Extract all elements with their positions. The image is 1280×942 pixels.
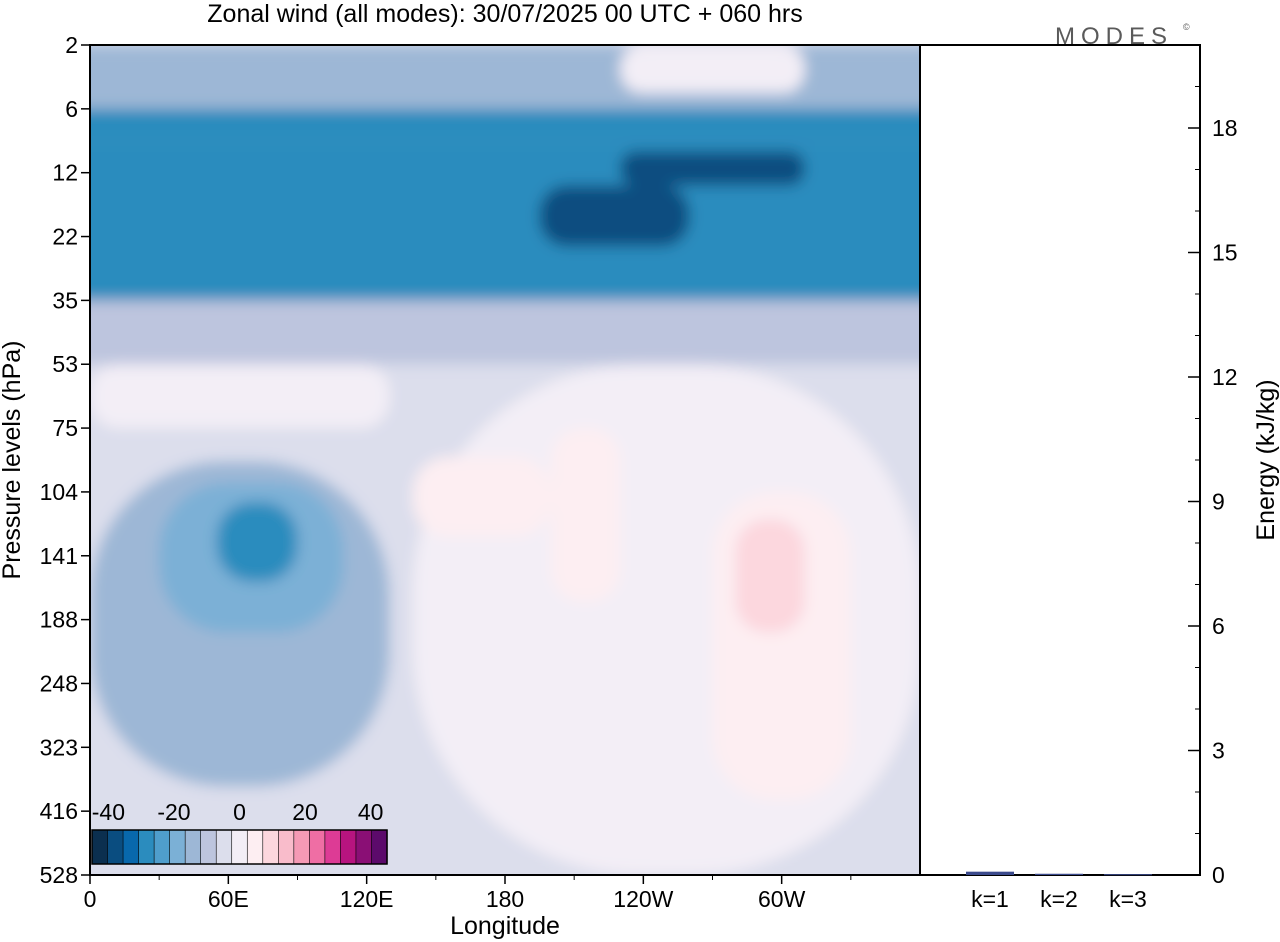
energy-bar <box>966 871 1014 875</box>
x-tick-label: 120W <box>613 886 673 912</box>
energy-bar <box>1104 874 1152 876</box>
x-tick-label: 120E <box>340 886 394 912</box>
y-tick-label: 22 <box>52 224 78 250</box>
colorbar-cell <box>107 829 124 865</box>
colorbar-cell <box>169 829 186 865</box>
heatmap-region <box>90 45 920 109</box>
heatmap-region <box>551 428 621 602</box>
modes-logo-mark: © <box>1183 22 1190 32</box>
colorbar-label: 0 <box>233 799 246 825</box>
y-tick-label: 75 <box>52 415 78 441</box>
y-tick-label: 248 <box>40 670 78 696</box>
colorbar-label: -40 <box>92 799 125 825</box>
heatmap-region <box>412 456 552 537</box>
y-tick-label: 12 <box>52 160 78 186</box>
x-tick-label: 180 <box>486 886 524 912</box>
colorbar-cell <box>278 829 295 865</box>
colorbar-frame <box>91 829 388 865</box>
heatmap-y-axis-label: Pressure levels (hPa) <box>0 341 26 580</box>
colorbar-cell <box>200 829 217 865</box>
heatmap-region <box>620 45 805 93</box>
colorbar-cell <box>324 829 342 865</box>
colorbar-cell <box>153 829 171 865</box>
colorbar-cell <box>293 829 310 865</box>
colorbar-label: -20 <box>157 799 190 825</box>
energy-tick-label: 18 <box>1212 115 1238 141</box>
colorbar-label: 20 <box>292 799 318 825</box>
heatmap-region <box>539 185 690 247</box>
energy-tick-label: 3 <box>1212 738 1225 764</box>
colorbar-cell <box>184 829 202 865</box>
colorbar-cell <box>215 829 233 865</box>
colorbar-cell <box>371 829 388 865</box>
y-tick-label: 188 <box>40 607 78 633</box>
y-tick-label: 2 <box>65 32 78 58</box>
colorbar-cell <box>231 829 248 865</box>
y-tick-label: 416 <box>40 798 78 824</box>
energy-tick-label: 0 <box>1212 862 1225 888</box>
heatmap-plot: 0 60E 120E 180 120W 60W 2 6 12 22 35 53 75 104 141 188… <box>0 32 921 940</box>
heatmap-region <box>216 502 298 582</box>
energy-tick-label: 6 <box>1212 613 1225 639</box>
energy-bar <box>1035 873 1083 875</box>
energy-y-axis-label: Energy (kJ/kg) <box>1252 379 1280 540</box>
y-tick-label: 528 <box>40 862 78 888</box>
y-tick-label: 104 <box>40 479 79 505</box>
heatmap-x-axis-label: Longitude <box>450 912 560 940</box>
colorbar: -40 -20 0 20 40 <box>91 799 388 865</box>
colorbar-cell <box>340 829 357 865</box>
energy-category-label: k=3 <box>1109 886 1147 912</box>
colorbar-cell <box>138 829 155 865</box>
energy-tick-label: 15 <box>1212 240 1238 266</box>
y-tick-label: 53 <box>52 351 78 377</box>
heatmap-region <box>90 300 920 365</box>
y-tick-label: 35 <box>52 287 78 313</box>
heatmap-region <box>90 108 920 141</box>
energy-tick-label: 12 <box>1212 364 1238 390</box>
colorbar-cell <box>262 829 279 865</box>
colorbar-cell <box>122 829 140 865</box>
heatmap-region <box>620 151 805 186</box>
y-tick-label: 323 <box>40 734 78 760</box>
energy-plot-frame <box>919 44 1201 876</box>
x-tick-label: 0 <box>84 886 97 912</box>
heatmap-region <box>90 140 920 301</box>
colorbar-cell <box>246 829 264 865</box>
energy-category-label: k=1 <box>971 886 1009 912</box>
chart-title: Zonal wind (all modes): 30/07/2025 00 UT… <box>207 0 802 28</box>
x-tick-label: 60W <box>758 886 806 912</box>
heatmap-region <box>90 364 390 429</box>
y-tick-label: 6 <box>65 96 78 122</box>
energy-tick-label: 9 <box>1212 489 1225 515</box>
heatmap-region <box>735 519 805 633</box>
colorbar-cell <box>355 829 373 865</box>
colorbar-label: 40 <box>358 799 384 825</box>
energy-category-label: k=2 <box>1040 886 1078 912</box>
colorbar-cell <box>309 829 326 865</box>
colorbar-cell <box>91 829 109 865</box>
x-tick-label: 60E <box>208 886 249 912</box>
energy-bar-chart: k=1 k=2 k=3 0 3 6 9 12 15 18 Energy (kJ/kg) <box>919 44 1280 912</box>
y-tick-label: 141 <box>40 543 78 569</box>
